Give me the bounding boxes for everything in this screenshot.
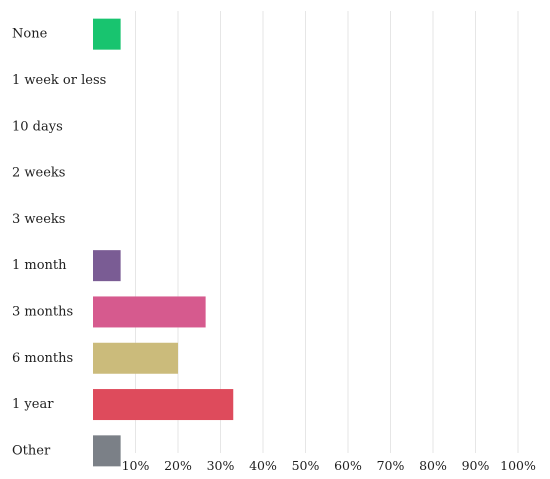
x-tick-label: 40%	[249, 458, 277, 473]
bar	[93, 435, 121, 467]
bar	[93, 389, 234, 421]
category-label: 3 months	[12, 304, 73, 319]
x-tick-label: 50%	[292, 458, 320, 473]
category-label: None	[12, 27, 48, 42]
category-label: 1 year	[12, 397, 54, 412]
x-tick-labels: 10% 20% 30% 40% 50% 60% 70% 80% 90% 100%	[122, 458, 536, 473]
category-label: 3 weeks	[12, 212, 65, 227]
category-label: 2 weeks	[12, 166, 65, 181]
x-tick-label: 100%	[500, 458, 536, 473]
x-tick-label: 60%	[334, 458, 362, 473]
x-tick-label: 80%	[419, 458, 447, 473]
category-label: 1 month	[12, 258, 67, 273]
x-tick-label: 90%	[462, 458, 490, 473]
x-tick-label: 10%	[122, 458, 150, 473]
bar	[93, 18, 121, 50]
category-label: 10 days	[12, 119, 63, 134]
bar	[93, 342, 178, 374]
x-tick-label: 30%	[207, 458, 235, 473]
category-label: Other	[12, 443, 51, 458]
x-tick-label: 70%	[377, 458, 405, 473]
x-tick-label: 20%	[164, 458, 192, 473]
category-labels: None 1 week or less 10 days 2 weeks 3 weeks 1…	[12, 27, 106, 459]
bar	[93, 250, 121, 282]
bar	[93, 296, 206, 328]
grid-lines	[135, 11, 519, 453]
category-label: 6 months	[12, 351, 73, 366]
bars	[93, 18, 234, 467]
category-label: 1 week or less	[12, 73, 106, 88]
